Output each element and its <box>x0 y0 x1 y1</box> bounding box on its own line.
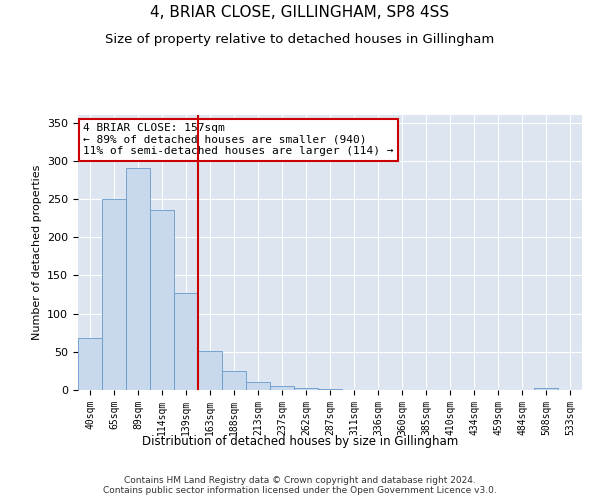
Text: Size of property relative to detached houses in Gillingham: Size of property relative to detached ho… <box>106 32 494 46</box>
Bar <box>246 382 270 390</box>
Bar <box>222 371 246 390</box>
Bar <box>126 168 150 390</box>
Y-axis label: Number of detached properties: Number of detached properties <box>32 165 41 340</box>
Bar <box>174 293 198 390</box>
Bar <box>198 351 222 390</box>
Text: Distribution of detached houses by size in Gillingham: Distribution of detached houses by size … <box>142 435 458 448</box>
Bar <box>78 338 102 390</box>
Text: Contains HM Land Registry data © Crown copyright and database right 2024.
Contai: Contains HM Land Registry data © Crown c… <box>103 476 497 495</box>
Text: 4, BRIAR CLOSE, GILLINGHAM, SP8 4SS: 4, BRIAR CLOSE, GILLINGHAM, SP8 4SS <box>151 5 449 20</box>
Bar <box>294 388 318 390</box>
Text: 4 BRIAR CLOSE: 157sqm
← 89% of detached houses are smaller (940)
11% of semi-det: 4 BRIAR CLOSE: 157sqm ← 89% of detached … <box>83 123 394 156</box>
Bar <box>102 199 126 390</box>
Bar <box>534 388 558 390</box>
Bar <box>318 389 342 390</box>
Bar <box>150 210 174 390</box>
Bar <box>270 386 294 390</box>
